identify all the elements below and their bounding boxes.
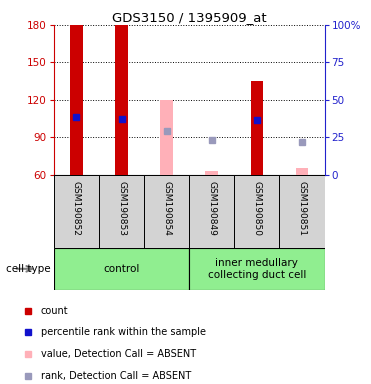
Title: GDS3150 / 1395909_at: GDS3150 / 1395909_at bbox=[112, 11, 266, 24]
Text: inner medullary
collecting duct cell: inner medullary collecting duct cell bbox=[208, 258, 306, 280]
Text: GSM190849: GSM190849 bbox=[207, 180, 216, 235]
Text: GSM190850: GSM190850 bbox=[252, 180, 262, 235]
Text: control: control bbox=[103, 264, 140, 274]
Bar bbox=[206, 171, 218, 175]
Text: GSM190853: GSM190853 bbox=[117, 180, 126, 235]
Bar bbox=[189, 175, 234, 248]
Text: GSM190852: GSM190852 bbox=[72, 180, 81, 235]
Bar bbox=[296, 169, 308, 175]
Bar bbox=[54, 248, 189, 290]
Text: cell type: cell type bbox=[6, 264, 50, 274]
Text: value, Detection Call = ABSENT: value, Detection Call = ABSENT bbox=[41, 349, 196, 359]
Bar bbox=[160, 100, 173, 175]
Text: rank, Detection Call = ABSENT: rank, Detection Call = ABSENT bbox=[41, 371, 191, 381]
Bar bbox=[279, 175, 325, 248]
Bar bbox=[144, 175, 189, 248]
Bar bbox=[115, 25, 128, 175]
Text: GSM190851: GSM190851 bbox=[298, 180, 306, 235]
Bar bbox=[234, 175, 279, 248]
Bar bbox=[54, 175, 99, 248]
Bar bbox=[250, 81, 263, 175]
Bar bbox=[189, 248, 325, 290]
Text: percentile rank within the sample: percentile rank within the sample bbox=[41, 327, 206, 337]
Bar bbox=[70, 25, 83, 175]
Bar bbox=[99, 175, 144, 248]
Text: GSM190854: GSM190854 bbox=[162, 180, 171, 235]
Text: count: count bbox=[41, 306, 68, 316]
